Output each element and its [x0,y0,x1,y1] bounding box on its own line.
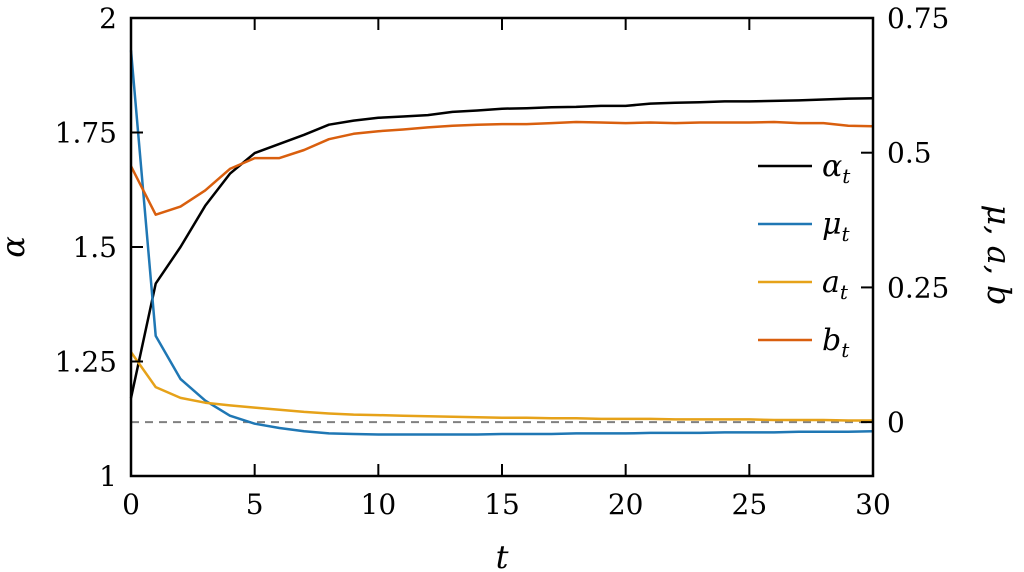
legend: αt μt at bt [758,149,851,362]
y-axis-left-label: α [0,236,32,258]
y-axis-right-label: μ, a, b [980,204,1018,305]
x-tick-label: 25 [732,488,768,521]
series-line-2 [129,50,874,436]
series-layer [129,50,874,436]
tick-layer [130,17,874,477]
y-left-tick-label: 1.5 [72,231,117,264]
y-left-tick-label: 1 [99,460,117,493]
y-right-tick-label: 0 [887,406,905,439]
legend-label: at [822,265,849,304]
y-left-tick-label: 2 [99,2,117,35]
x-tick-label: 15 [484,488,520,521]
series-line-4 [129,120,874,216]
y-left-tick-label: 1.25 [55,346,117,379]
series-line-3 [129,351,873,422]
x-tick-label: 30 [855,488,891,521]
legend-label: bt [822,323,850,362]
x-tick-label: 20 [608,488,644,521]
legend-label: μt [822,207,851,246]
y-right-tick-label: 0.75 [887,2,949,35]
x-tick-label: 5 [246,488,264,521]
x-tick-label: 10 [361,488,397,521]
y-left-tick-label: 1.75 [55,117,117,150]
series-line-1 [129,96,874,399]
x-tick-label: 0 [122,488,140,521]
x-axis-label: t [496,538,509,572]
legend-label: αt [822,149,851,188]
y-right-tick-label: 0.5 [887,137,932,170]
y-right-tick-label: 0.25 [887,271,949,304]
